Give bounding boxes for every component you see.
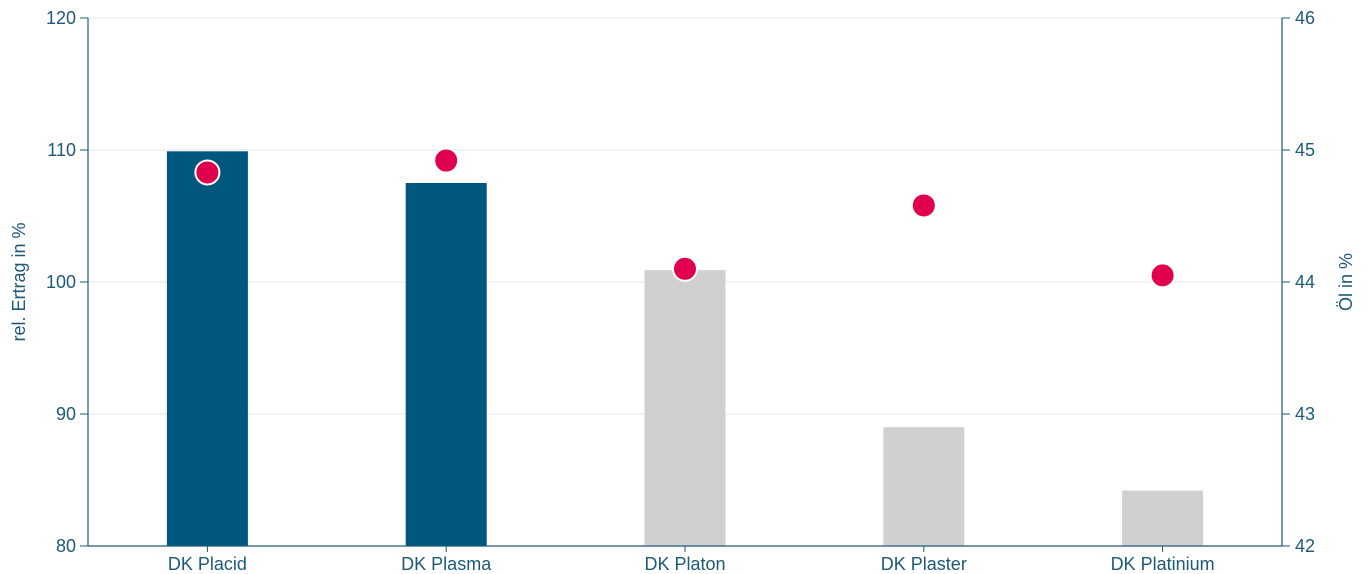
y2-tick-label: 43 — [1295, 404, 1315, 424]
oil-point — [910, 192, 937, 219]
y-axis-title: rel. Ertrag in % — [9, 222, 29, 341]
category-labels: DK Placid DK Plasma DK Platon DK Plaster DK … — [168, 546, 1215, 574]
category-label: DK Placid — [168, 554, 247, 574]
y-tick-label: 100 — [46, 272, 76, 292]
y2-tick-label: 44 — [1295, 272, 1315, 292]
oil-point — [672, 255, 698, 282]
category-label: DK Platinium — [1111, 554, 1215, 574]
bar-series — [166, 151, 1204, 546]
bar — [883, 427, 965, 546]
y-tick-label: 120 — [46, 8, 76, 28]
category-label: DK Plasma — [401, 554, 492, 574]
y2-axis-title: Öl in % — [1336, 253, 1356, 311]
oil-point — [1149, 262, 1176, 289]
bar — [166, 151, 248, 546]
y2-tick-label: 45 — [1295, 140, 1315, 160]
oil-point — [194, 159, 221, 186]
y2-tick-label: 46 — [1295, 8, 1315, 28]
bar — [405, 183, 487, 546]
bar — [644, 270, 726, 546]
y-tick-label: 110 — [47, 140, 76, 160]
oil-point — [433, 147, 460, 174]
category-label: DK Platon — [644, 554, 725, 574]
right-axis-ticks: 42 43 44 45 46 — [1282, 8, 1315, 556]
y2-tick-label: 42 — [1295, 536, 1315, 556]
y-tick-label: 90 — [56, 404, 76, 424]
left-axis-ticks: 80 90 100 110 120 — [46, 8, 88, 556]
category-label: DK Plaster — [881, 554, 967, 574]
bar — [1122, 490, 1204, 546]
y-tick-label: 80 — [56, 536, 76, 556]
oil-series — [194, 147, 1176, 289]
